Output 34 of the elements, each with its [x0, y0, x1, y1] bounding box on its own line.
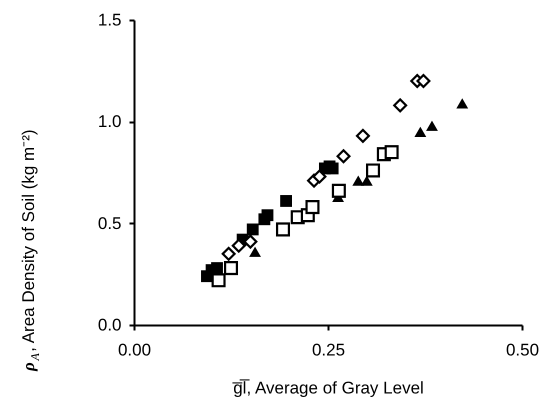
point — [224, 261, 238, 276]
x-tick-label: 0.50 — [506, 340, 540, 360]
point — [416, 74, 430, 88]
point — [212, 273, 226, 288]
point — [414, 126, 426, 137]
point — [280, 195, 292, 207]
point — [246, 224, 259, 236]
point — [262, 209, 274, 222]
point — [332, 184, 346, 198]
x-tick-label: 0.25 — [312, 340, 346, 360]
y-tick-label: 0.0 — [98, 316, 122, 334]
point — [366, 163, 380, 178]
y-axis-title: ρA, Area Density of Soil (kg m⁻²) — [19, 129, 42, 372]
x-axis-title: g̅l̅, Average of Gray Level — [232, 378, 424, 398]
point — [360, 176, 373, 186]
point — [456, 98, 468, 108]
y-tick-label: 1.0 — [98, 112, 122, 132]
y-tick-label: 0.5 — [98, 214, 122, 233]
point — [232, 238, 246, 253]
point — [249, 246, 261, 257]
y-tick-label: 1.5 — [98, 10, 122, 30]
point — [326, 162, 339, 174]
point — [393, 98, 408, 112]
point — [336, 149, 351, 164]
point — [356, 128, 370, 143]
point — [222, 246, 236, 261]
point — [211, 262, 223, 274]
point — [312, 170, 326, 184]
x-tick-label: 0.00 — [118, 340, 152, 360]
point — [276, 222, 290, 236]
point — [352, 176, 364, 186]
point — [384, 145, 399, 160]
point — [426, 120, 438, 131]
point — [305, 200, 320, 214]
